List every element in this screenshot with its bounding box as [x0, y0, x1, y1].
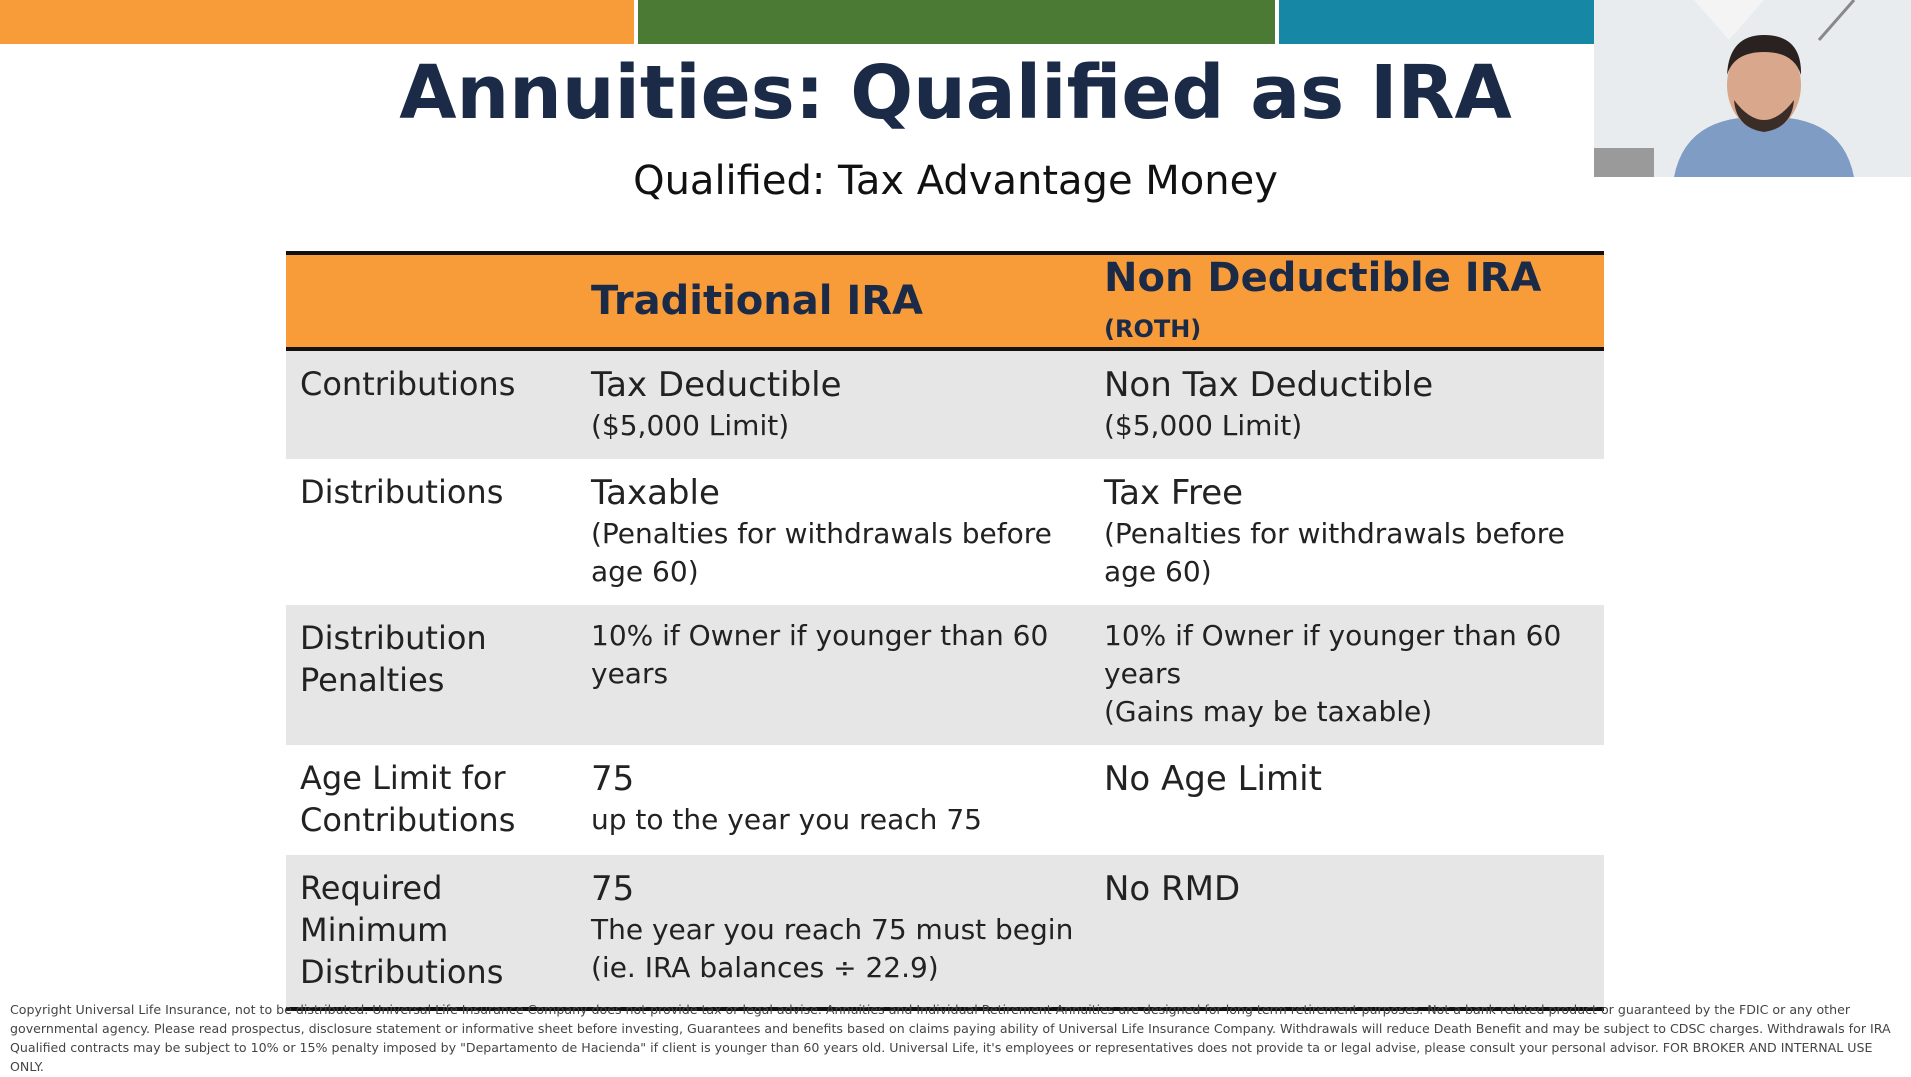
table-cell: 10% if Owner if younger than 60 years (Ga…	[1090, 605, 1604, 745]
table-cell: Non Tax Deductible ($5,000 Limit)	[1090, 349, 1604, 459]
cell-note: 10% if Owner if younger than 60 years	[591, 619, 1049, 690]
cell-note: ($5,000 Limit)	[591, 409, 790, 442]
table-cell: 75 The year you reach 75 must begin (ie. …	[577, 855, 1090, 1009]
cell-main: Non Tax Deductible	[1104, 365, 1434, 405]
cell-main: No Age Limit	[1104, 759, 1322, 799]
cell-main: 75	[591, 759, 635, 799]
webcam-video	[1594, 0, 1911, 177]
table-cell: Tax Free (Penalties for withdrawals befor…	[1090, 459, 1604, 605]
disclaimer: Copyright Universal Life Insurance, not …	[10, 1002, 1891, 1074]
column-name: Non Deductible IRA	[1104, 255, 1542, 301]
row-label: Contributions	[300, 365, 516, 403]
cell-main: 75	[591, 869, 635, 909]
table-cell: No RMD	[1090, 855, 1604, 1009]
cell-note: The year you reach 75 must begin (ie. IR…	[591, 913, 1074, 984]
table-cell: 10% if Owner if younger than 60 years	[577, 605, 1090, 745]
header-row: Traditional IRA Non Deductible IRA (ROTH…	[286, 253, 1604, 349]
cell-note: 10% if Owner if younger than 60 years	[1104, 619, 1562, 690]
table-cell: Tax Deductible ($5,000 Limit)	[577, 349, 1090, 459]
slide-title: Annuities: Qualified as IRA	[399, 50, 1512, 136]
header-cell	[286, 253, 577, 349]
teal-bar	[1279, 0, 1594, 44]
slide-subtitle: Qualified: Tax Advantage Money	[633, 158, 1278, 204]
orange-bar	[0, 0, 634, 44]
column-suffix: (ROTH)	[1104, 315, 1202, 343]
comparison-table: Traditional IRA Non Deductible IRA (ROTH…	[286, 251, 1604, 1011]
table-row: Distributions Taxable (Penalties for withd…	[286, 459, 1604, 605]
cell-main: No RMD	[1104, 869, 1241, 909]
table-cell: Taxable (Penalties for withdrawals before…	[577, 459, 1090, 605]
green-bar	[638, 0, 1275, 44]
cell-note: (Penalties for withdrawals before age 60…	[591, 517, 1052, 588]
row-label: Distributions	[300, 473, 504, 511]
cell-main: Taxable	[591, 473, 720, 513]
table-row: Contributions Tax Deductible ($5,000 Limit…	[286, 349, 1604, 459]
row-label: Distribution Penalties	[300, 619, 487, 699]
header-cell: Non Deductible IRA (ROTH)	[1090, 253, 1604, 349]
cell-main: Tax Free	[1104, 473, 1244, 513]
table-row: Distribution Penalties 10% if Owner if yo…	[286, 605, 1604, 745]
cell-note: (Gains may be taxable)	[1104, 695, 1433, 728]
webcam-figure	[1594, 0, 1856, 177]
cell-note: up to the year you reach 75	[591, 803, 982, 836]
table-cell: 75 up to the year you reach 75	[577, 745, 1090, 855]
table-row: Required Minimum Distributions 75 The year…	[286, 855, 1604, 1009]
row-label: Required Minimum Distributions	[300, 869, 504, 991]
cell-note: (Penalties for withdrawals before age 60…	[1104, 517, 1565, 588]
column-name: Traditional IRA	[591, 278, 924, 324]
table-cell: No Age Limit	[1090, 745, 1604, 855]
table-row: Age Limit for Contributions 75 up to the y…	[286, 745, 1604, 855]
header-cell: Traditional IRA	[577, 253, 1090, 349]
row-label: Age Limit for Contributions	[300, 759, 516, 839]
cell-note: ($5,000 Limit)	[1104, 409, 1303, 442]
cell-main: Tax Deductible	[591, 365, 842, 405]
